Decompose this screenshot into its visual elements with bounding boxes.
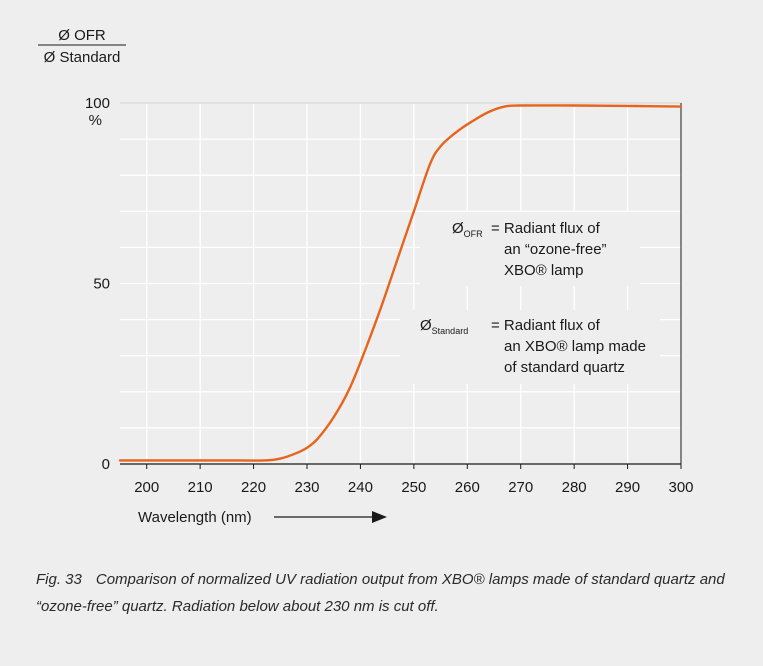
legend-ofr-line-1: = Radiant flux of <box>491 220 601 237</box>
y-tick-label: 100 <box>85 95 110 112</box>
y-tick-label: 0 <box>102 456 110 473</box>
x-tick-label: 270 <box>508 479 533 496</box>
caption-text: Comparison of normalized UV radiation ou… <box>36 571 725 615</box>
legend-standard-line-1: = Radiant flux of <box>491 317 601 334</box>
x-tick-labels: 200 210 220 230 240 250 260 270 280 290 300 <box>134 464 694 496</box>
series-line-ofr-ratio <box>118 104 683 462</box>
caption-figure-number: Fig. 33 <box>36 571 82 588</box>
y-label-denominator: Ø Standard <box>44 49 121 66</box>
legend-ofr-line-2: an “ozone-free” <box>504 241 607 258</box>
x-axis-arrow-head <box>372 511 387 523</box>
x-tick-label: 220 <box>241 479 266 496</box>
y-tick-labels: 0 50 100 <box>85 95 110 473</box>
y-label-numerator: Ø OFR <box>58 27 106 44</box>
x-tick-label: 240 <box>348 479 373 496</box>
legend-ofr-line-3: XBO® lamp <box>504 262 583 279</box>
legend-standard-box <box>400 310 660 384</box>
x-tick-label: 210 <box>188 479 213 496</box>
legend-ofr-symbol: ØOFR <box>452 220 483 239</box>
x-tick-label: 260 <box>455 479 480 496</box>
x-axis-label: Wavelength (nm) <box>138 509 252 526</box>
chart-svg: Ø OFR Ø Standard % 0 50 100 200 210 220 230 24… <box>38 27 694 526</box>
x-tick-label: 300 <box>668 479 693 496</box>
legend-standard-line-3: of standard quartz <box>504 359 625 376</box>
legend-standard-line-2: an XBO® lamp made <box>504 338 646 355</box>
x-tick-label: 200 <box>134 479 159 496</box>
legend-standard: ØStandard = Radiant flux of an XBO® lamp… <box>400 310 660 384</box>
figure-caption: Fig. 33 Comparison of normalized UV radia… <box>36 566 756 620</box>
x-tick-label: 280 <box>562 479 587 496</box>
legend-standard-symbol: ØStandard <box>420 317 468 336</box>
x-tick-label: 290 <box>615 479 640 496</box>
x-tick-label: 250 <box>401 479 426 496</box>
legend-ofr: ØOFR = Radiant flux of an “ozone-free” X… <box>420 212 640 286</box>
legend-ofr-box <box>420 212 640 286</box>
y-tick-label: 50 <box>93 276 110 293</box>
x-tick-label: 230 <box>294 479 319 496</box>
y-label-unit: % <box>89 112 102 129</box>
